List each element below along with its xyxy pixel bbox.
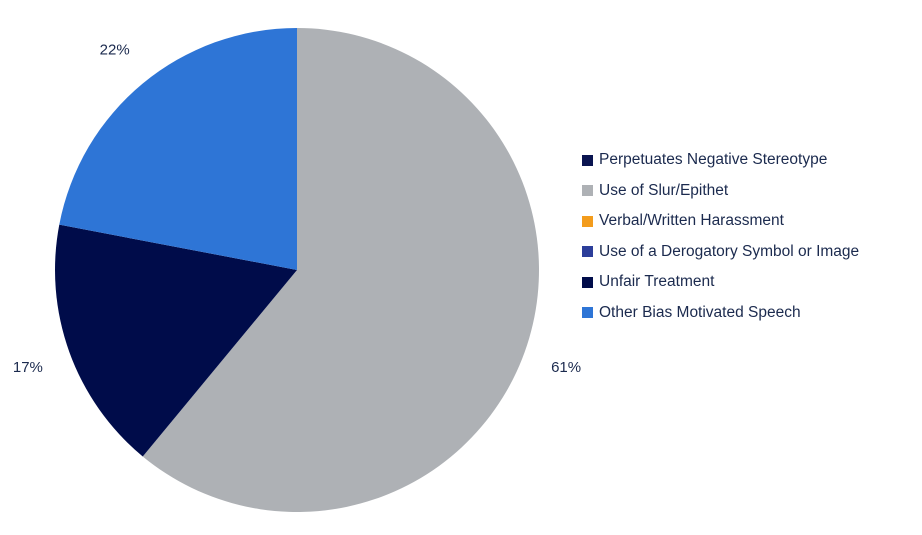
- data-label-use-of-slur-epithet: 61%: [551, 359, 581, 376]
- legend-item-other-bias-motivated-speech: Other Bias Motivated Speech: [582, 298, 859, 329]
- legend-swatch: [582, 215, 593, 227]
- legend-item-verbal-written-harassment: Verbal/Written Harassment: [582, 206, 859, 237]
- pie-slice-other-bias-motivated-speech: [59, 28, 297, 270]
- legend-swatch: [582, 154, 593, 166]
- chart-legend: Perpetuates Negative Stereotype Use of Sl…: [582, 145, 859, 328]
- pie-slices: [55, 28, 540, 513]
- data-label-other-bias-motivated-speech: 22%: [100, 42, 130, 59]
- legend-label: Perpetuates Negative Stereotype: [599, 151, 828, 169]
- legend-label: Use of Slur/Epithet: [599, 181, 729, 199]
- legend-label: Use of a Derogatory Symbol or Image: [599, 242, 860, 260]
- legend-swatch: [582, 246, 593, 258]
- legend-item-perpetuates-negative-stereotype: Perpetuates Negative Stereotype: [582, 145, 859, 176]
- data-label-unfair-treatment: 17%: [13, 359, 43, 376]
- legend-label: Other Bias Motivated Speech: [599, 303, 801, 321]
- pie-slice-use-of-slur-epithet: [142, 28, 540, 513]
- legend-label: Unfair Treatment: [599, 273, 715, 291]
- legend-swatch: [582, 185, 593, 197]
- legend-item-use-of-slur-epithet: Use of Slur/Epithet: [582, 176, 859, 207]
- pie-data-labels: 61% 17% 22%: [13, 42, 581, 376]
- legend-label: Verbal/Written Harassment: [599, 212, 784, 230]
- legend-item-use-of-a-derogatory-symbol-or-image: Use of a Derogatory Symbol or Image: [582, 237, 859, 268]
- legend-swatch: [582, 307, 593, 319]
- legend-item-unfair-treatment: Unfair Treatment: [582, 267, 859, 298]
- legend-swatch: [582, 276, 593, 288]
- pie-slice-unfair-treatment: [55, 224, 297, 457]
